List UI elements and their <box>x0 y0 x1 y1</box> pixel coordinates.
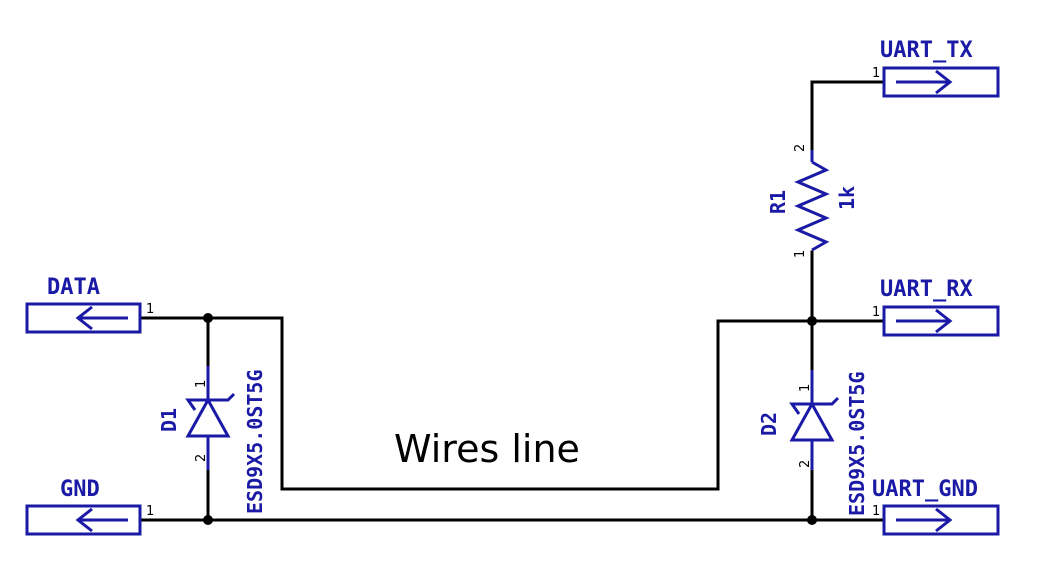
annotation-wires-line: Wires line <box>394 427 580 471</box>
pin-number: 2 <box>798 460 813 468</box>
pin-number: 2 <box>793 144 808 152</box>
pin-number: 1 <box>793 250 808 258</box>
port-symbol <box>882 305 1000 337</box>
diode-triangle <box>789 400 835 442</box>
resistor-zigzag <box>794 160 830 252</box>
connector-uart-gnd[interactable]: UART_GND 1 <box>872 477 1000 536</box>
wire-uart-tx <box>810 80 886 152</box>
wire-long-cable <box>280 316 886 491</box>
junction-dot <box>807 515 817 525</box>
diode-d2[interactable]: 1 2 D2 ESD9X5.0ST5G <box>757 370 869 516</box>
connector-uart-tx[interactable]: UART_TX 1 <box>872 38 1000 98</box>
net-label-gnd: GND <box>60 477 100 502</box>
reference-designator: R1 <box>766 190 790 214</box>
port-symbol <box>25 302 142 334</box>
diode-triangle <box>185 396 231 438</box>
junction-dot <box>203 313 213 323</box>
pin-number: 1 <box>146 302 154 317</box>
reference-designator: D2 <box>757 412 781 436</box>
pin-number: 1 <box>872 305 880 320</box>
connector-uart-rx[interactable]: UART_RX 1 <box>872 277 1000 337</box>
pin-number: 1 <box>872 504 880 519</box>
diode-d1[interactable]: 1 2 D1 ESD9X5.0ST5G <box>157 366 267 514</box>
net-label-uart-rx: UART_RX <box>880 277 973 302</box>
junction-dot <box>203 515 213 525</box>
net-label-uart-gnd: UART_GND <box>872 477 978 502</box>
pin-number: 1 <box>872 66 880 81</box>
connector-data[interactable]: DATA 1 <box>25 275 154 334</box>
pin-number: 2 <box>194 454 209 462</box>
port-symbol <box>25 504 142 536</box>
port-symbol <box>882 504 1000 536</box>
wires <box>138 80 886 522</box>
net-label-uart-tx: UART_TX <box>880 38 973 63</box>
pin-number: 1 <box>798 384 813 392</box>
port-symbol <box>882 66 1000 98</box>
connector-gnd[interactable]: GND 1 <box>25 477 154 536</box>
component-value: ESD9X5.0ST5G <box>243 370 267 515</box>
junctions <box>203 313 817 525</box>
reference-designator: D1 <box>157 408 181 432</box>
junction-dot <box>807 316 817 326</box>
resistor-r1[interactable]: 2 1 R1 1k <box>766 144 859 258</box>
pin-number: 1 <box>194 380 209 388</box>
pin-number: 1 <box>146 504 154 519</box>
component-value: 1k <box>835 186 859 210</box>
net-label-data: DATA <box>47 275 100 300</box>
component-value: ESD9X5.0ST5G <box>845 372 869 517</box>
